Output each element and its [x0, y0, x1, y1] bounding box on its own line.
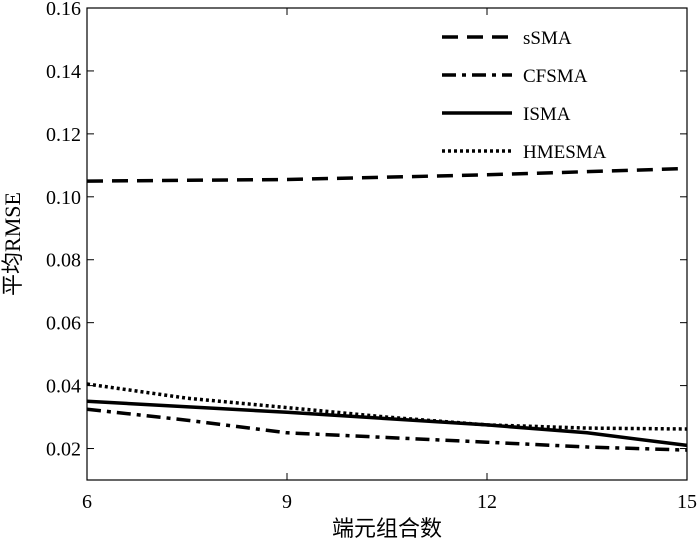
axis-ticks: 6 9 12 15 0.02 0.04 0.06 0.08 0.10 0.12 0.14 0.16 [46, 0, 697, 513]
legend-label-ssma: sSMA [523, 28, 572, 49]
series-line-cfsma [86, 407, 688, 452]
series-line-hmesma [86, 382, 688, 431]
y-tick-label: 0.06 [46, 313, 81, 335]
x-tick-label: 12 [477, 491, 497, 513]
legend: sSMA CFSMA ISMA HMESMA [442, 28, 607, 163]
y-axis-label: 平均RMSE [0, 192, 25, 296]
x-axis-label: 端元组合数 [332, 516, 442, 541]
y-tick-label: 0.10 [46, 187, 81, 209]
legend-label-cfsma: CFSMA [523, 66, 588, 87]
series-group [86, 166, 688, 452]
x-tick-label: 6 [82, 491, 92, 513]
y-tick-label: 0.14 [46, 61, 81, 83]
x-tick-label: 15 [677, 491, 697, 513]
plot-area-frame [86, 7, 688, 481]
legend-label-isma: ISMA [523, 104, 571, 125]
y-tick-label: 0.16 [46, 0, 81, 20]
y-tick-label: 0.08 [46, 250, 81, 272]
y-tick-label: 0.12 [46, 124, 81, 146]
legend-label-hmesma: HMESMA [523, 142, 607, 163]
y-tick-label: 0.02 [46, 439, 81, 461]
y-tick-label: 0.04 [46, 376, 81, 398]
series-line-ssma [86, 166, 688, 183]
x-tick-label: 9 [282, 491, 292, 513]
